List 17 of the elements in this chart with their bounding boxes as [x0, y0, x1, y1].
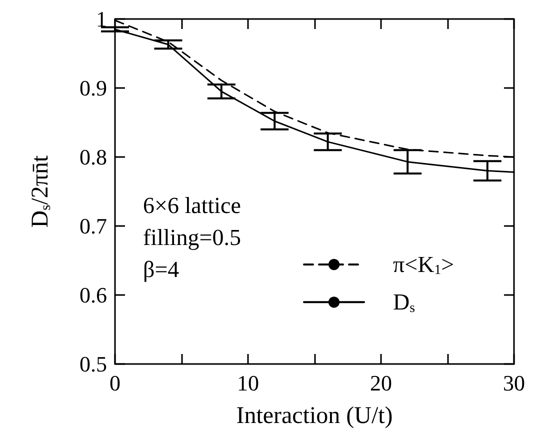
- x-tick-label: 30: [503, 370, 525, 396]
- y-axis-title: Ds/2πn̄t: [28, 154, 54, 228]
- y-tick-label: 1: [96, 6, 107, 32]
- x-axis-title: Interaction (U/t): [236, 403, 393, 429]
- y-tick-label: 0.7: [80, 214, 107, 238]
- y-tick-label: 0.9: [80, 76, 107, 100]
- y-tick-label: 0.8: [80, 144, 107, 170]
- y-tick-label: 0.6: [80, 282, 107, 308]
- x-tick-label: 20: [370, 370, 392, 396]
- annotation: 6×6 lattice: [143, 193, 241, 218]
- y-tick-label: 0.5: [80, 352, 107, 376]
- legend-label: π<K1>: [393, 252, 454, 278]
- annotation: β=4: [143, 257, 180, 282]
- x-tick-label: 10: [237, 370, 259, 396]
- x-tick-label: 0: [110, 370, 120, 396]
- legend-label: Ds: [393, 290, 415, 315]
- annotation: filling=0.5: [143, 225, 241, 250]
